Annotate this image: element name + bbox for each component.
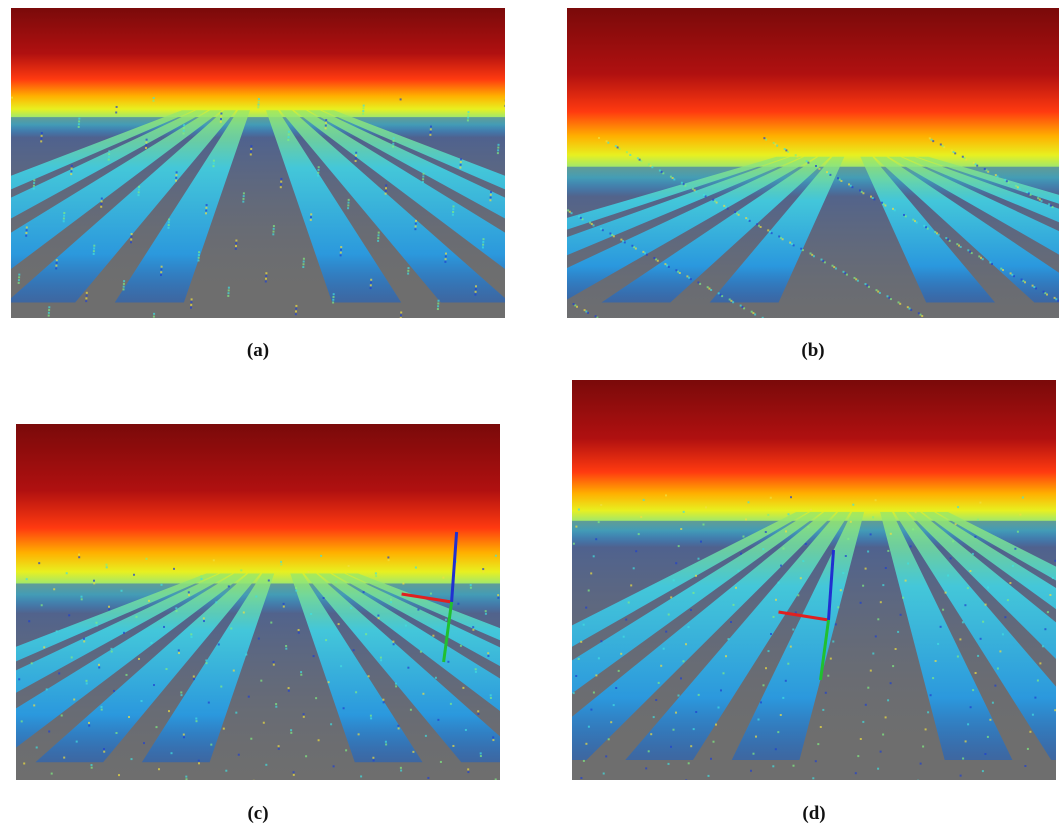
panel-caption: (b) — [801, 340, 825, 361]
panel-caption: (a) — [246, 340, 270, 361]
panel-caption: (d) — [802, 803, 826, 824]
point-cloud-image — [11, 8, 505, 318]
panel-caption: (c) — [247, 803, 269, 824]
point-cloud-image — [567, 8, 1059, 318]
point-cloud-image — [16, 424, 500, 780]
point-cloud-image — [572, 380, 1056, 780]
